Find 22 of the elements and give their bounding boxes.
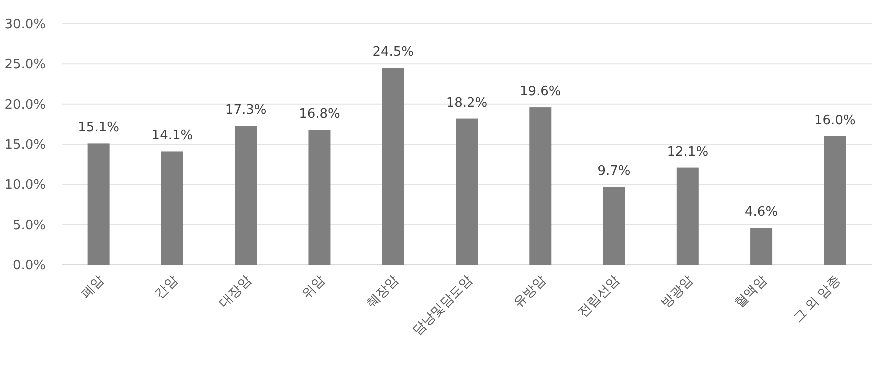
- data-label: 18.2%: [446, 96, 488, 111]
- data-label: 24.5%: [372, 45, 414, 60]
- data-label: 9.7%: [598, 164, 631, 180]
- x-tick-label: 그 외 암종: [790, 273, 844, 326]
- y-tick-label: 25.0%: [4, 58, 46, 73]
- y-tick-label: 0.0%: [12, 258, 46, 274]
- data-label: 16.8%: [299, 107, 340, 122]
- data-label: 17.3%: [225, 103, 267, 118]
- data-label: 15.1%: [78, 120, 120, 136]
- data-label: 19.6%: [520, 84, 562, 100]
- x-tick-label: 폐암: [78, 273, 108, 302]
- y-tick-label: 5.0%: [12, 218, 46, 234]
- data-label: 14.1%: [152, 128, 194, 144]
- data-label: 12.1%: [667, 144, 709, 160]
- data-label: 16.0%: [814, 113, 856, 128]
- x-tick-label: 위암: [300, 273, 329, 302]
- x-tick-label: 간암: [152, 273, 182, 302]
- y-tick-label: 15.0%: [4, 138, 46, 153]
- y-tick-label: 20.0%: [4, 98, 46, 113]
- y-tick-label: 30.0%: [4, 18, 46, 32]
- data-label: 4.6%: [745, 205, 778, 220]
- y-tick-label: 10.0%: [4, 178, 46, 194]
